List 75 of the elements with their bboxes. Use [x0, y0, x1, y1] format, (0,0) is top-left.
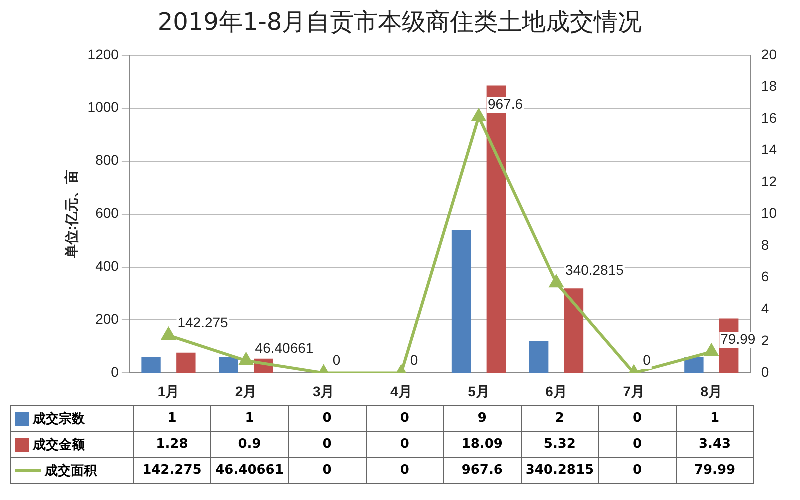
- y-tick-label: 1000: [88, 99, 120, 116]
- annotation: 0: [332, 352, 341, 368]
- data-label: 0.9: [210, 432, 289, 458]
- bar: [684, 357, 704, 374]
- annotation: 0: [410, 352, 418, 368]
- data-label: 0: [598, 458, 676, 484]
- data-label: 1: [676, 406, 754, 432]
- bar: [564, 288, 584, 374]
- y2-tick-label: 2: [761, 332, 770, 348]
- data-label: 9: [444, 406, 522, 432]
- y-tick-label: 1200: [88, 46, 120, 62]
- x-tick-label: 3月: [312, 383, 335, 400]
- x-tick-label: 8月: [700, 383, 723, 400]
- data-label: 340.2815: [521, 458, 599, 484]
- data-label: 1: [133, 406, 211, 432]
- data-label: 2: [521, 406, 599, 432]
- data-label: 1.28: [133, 432, 211, 458]
- y2-tick-label: 20: [761, 46, 778, 62]
- bar: [142, 357, 161, 374]
- x-tick-label: 2月: [235, 383, 258, 400]
- data-label: 142.275: [133, 458, 211, 484]
- data-label: 0: [598, 406, 676, 432]
- y2-tick-label: 6: [761, 268, 770, 285]
- annotation: 340.2815: [566, 262, 624, 278]
- annotation: 142.275: [178, 314, 229, 330]
- y-tick-label: 0: [111, 364, 120, 380]
- y2-tick-label: 14: [761, 142, 778, 158]
- y-tick-label: 200: [96, 311, 120, 328]
- data-label: 18.09: [444, 432, 522, 458]
- x-tick-label: 1月: [158, 383, 180, 400]
- chart-title: 2019年1-8月自贡市本级商住类土地成交情况: [156, 7, 644, 38]
- point: [472, 109, 486, 122]
- legend-label: 成交金额: [10, 432, 134, 458]
- point: [704, 344, 718, 357]
- data-label: 0: [288, 458, 366, 484]
- legend-label: 成交面积: [10, 458, 134, 484]
- point: [240, 353, 253, 366]
- x-tick-label: 5月: [468, 383, 490, 400]
- data-label: 0: [366, 406, 444, 432]
- y2-tick-label: 0: [761, 364, 770, 380]
- data-label: 0: [366, 432, 444, 458]
- y-axis-title: 单位:亿元、亩: [63, 170, 80, 260]
- bar: [219, 357, 238, 374]
- annotation: 0: [643, 352, 652, 368]
- data-label: 46.40661: [210, 458, 289, 484]
- bar: [176, 352, 196, 374]
- data-label: 0: [288, 406, 366, 432]
- y-tick-label: 800: [96, 152, 120, 168]
- annotation: 46.40661: [255, 340, 314, 356]
- x-tick-label: 6月: [546, 383, 568, 400]
- data-label: 3.43: [676, 432, 754, 458]
- data-label: 0: [598, 432, 676, 458]
- point: [550, 276, 564, 288]
- bar: [452, 230, 472, 374]
- bar: [529, 341, 549, 374]
- data-label: 0: [366, 458, 444, 484]
- data-label: 0: [288, 432, 366, 458]
- y-tick-label: 400: [96, 258, 120, 274]
- y2-tick-label: 16: [761, 110, 778, 126]
- y-tick-label: 600: [96, 205, 120, 222]
- data-label: 79.99: [676, 458, 754, 484]
- y2-tick-label: 4: [761, 300, 770, 316]
- annotation: 79.99: [720, 330, 756, 347]
- y2-tick-label: 10: [761, 205, 778, 222]
- data-label: 5.32: [521, 432, 599, 458]
- data-label: 1: [210, 406, 289, 432]
- point: [162, 328, 176, 340]
- annotation: 967.6: [488, 96, 524, 112]
- y2-tick-label: 8: [761, 236, 770, 253]
- y2-tick-label: 12: [761, 173, 778, 190]
- x-tick-label: 4月: [390, 383, 412, 400]
- legend-label: 成交宗数: [10, 406, 134, 432]
- x-tick-label: 7月: [623, 383, 645, 400]
- data-label: 967.6: [444, 458, 522, 484]
- y2-tick-label: 18: [761, 78, 778, 94]
